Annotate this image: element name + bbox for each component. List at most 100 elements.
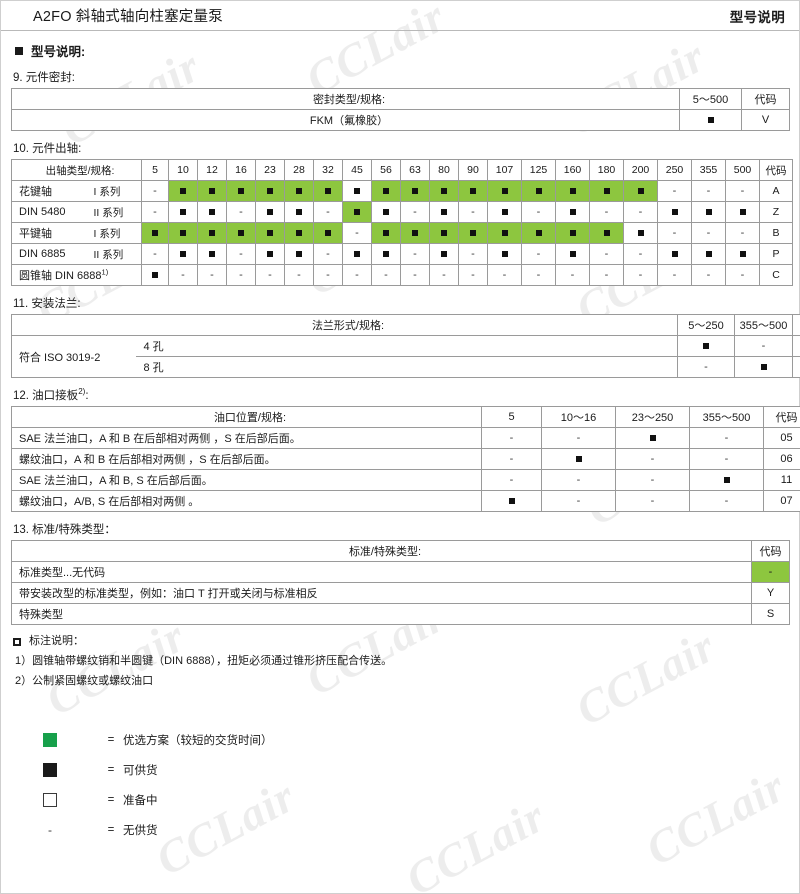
- column-header-port-0: 油口位置/规格:: [11, 406, 482, 428]
- shaft-cell: -: [623, 243, 658, 265]
- legend-equals: =: [107, 793, 115, 806]
- shaft-cell: [521, 222, 556, 244]
- port-cell: -: [541, 427, 616, 449]
- shaft-cell: -: [657, 180, 692, 202]
- legend-equals: =: [107, 763, 115, 776]
- dash-mark: -: [536, 269, 541, 281]
- shaft-cell: [429, 222, 459, 244]
- shaft-cell: [623, 222, 658, 244]
- table-row: 标准类型...无代码 -: [11, 561, 790, 583]
- column-header-code: 代码: [792, 314, 800, 336]
- dash-mark: -: [638, 269, 643, 281]
- filled-square-icon: [180, 230, 186, 237]
- port-code: 05: [763, 427, 800, 449]
- table-row: 特殊类型 S: [11, 603, 790, 625]
- table-row: DIN 6885 II 系列 - - - - - - - - P: [11, 243, 793, 265]
- table-row: 符合 ISO 3019-2 4 孔 - B: [11, 335, 800, 378]
- port-cell: -: [689, 427, 764, 449]
- shaft-cell: -: [623, 201, 658, 223]
- dash-mark: -: [326, 248, 330, 260]
- shaft-row-name: DIN 5480: [11, 201, 90, 223]
- port-cell: [541, 448, 616, 470]
- column-header-size-23: 23: [255, 159, 285, 181]
- shaft-cell: [429, 201, 459, 223]
- filled-square-icon: [501, 188, 508, 195]
- dash-mark: -: [471, 269, 475, 281]
- footnote-ref-2: 2): [78, 387, 86, 397]
- column-header-size-32: 32: [313, 159, 343, 181]
- dash-mark: -: [239, 248, 243, 260]
- standard-table: 标准/特殊类型: 代码 标准类型...无代码 - 带安装改型的标准类型，例如：油口 T …: [11, 540, 790, 625]
- flange-avail-2: [734, 356, 793, 378]
- filled-square-icon: [152, 272, 158, 279]
- dash-mark: -: [239, 206, 243, 218]
- dash-mark: -: [604, 206, 609, 218]
- dash-mark: -: [724, 432, 729, 444]
- filled-square-icon: [739, 209, 746, 216]
- footnote-item: 2）公制紧固螺纹或螺纹油口: [15, 674, 154, 687]
- port-description: SAE 法兰油口，A 和 B 在后部相对两侧 ，S 在后部后面。: [11, 427, 482, 449]
- filled-square-icon: [267, 230, 273, 237]
- legend-item: = 可供货: [39, 755, 789, 785]
- column-header-size-45: 45: [342, 159, 372, 181]
- column-header-size-90: 90: [458, 159, 488, 181]
- legend-label: 可供货: [123, 764, 158, 777]
- dash-mark: -: [706, 185, 711, 197]
- shaft-row-series: I 系列: [89, 222, 142, 244]
- shaft-cell: -: [313, 201, 343, 223]
- filled-square-icon: [569, 230, 576, 237]
- filled-square-icon: [470, 188, 476, 195]
- filled-square-icon: [354, 188, 360, 195]
- legend-label: 优选方案（较短的交货时间）: [123, 734, 273, 747]
- filled-square-icon: [441, 188, 447, 195]
- dash-mark: -: [153, 206, 157, 218]
- flange-code: H: [792, 356, 800, 378]
- shaft-cell: [255, 201, 285, 223]
- shaft-row-code: P: [759, 243, 793, 265]
- shaft-cell: -: [691, 264, 726, 286]
- dash-mark: -: [576, 432, 581, 444]
- column-header-size-160: 160: [555, 159, 590, 181]
- column-header-code: 代码: [741, 88, 790, 110]
- shaft-cell: [168, 180, 198, 202]
- shaft-cell: [197, 180, 227, 202]
- table-row: 带安装改型的标准类型，例如：油口 T 打开或关闭与标准相反 Y: [11, 582, 790, 604]
- legend-item: = 优选方案（较短的交货时间）: [39, 725, 789, 755]
- table-header-row: 法兰形式/规格: 5～250 355～500 代码: [11, 314, 800, 336]
- shaft-cell: [284, 243, 314, 265]
- shaft-cell: [197, 243, 227, 265]
- column-header-port-1: 5: [481, 406, 542, 428]
- flange-variant: 4 孔: [135, 335, 678, 357]
- column-header-size-56: 56: [371, 159, 401, 181]
- shaft-cell: [623, 180, 658, 202]
- dash-mark: -: [509, 474, 514, 486]
- filled-square-icon: [296, 251, 302, 258]
- shaft-cell: [226, 222, 256, 244]
- port-code: 07: [763, 490, 800, 512]
- filled-square-icon: [296, 188, 302, 195]
- shaft-cell: -: [623, 264, 658, 286]
- shaft-cell: -: [342, 264, 372, 286]
- legend-swatch: [39, 792, 99, 807]
- shaft-cell: [487, 243, 522, 265]
- section-heading-seal: 9. 元件密封:: [13, 72, 75, 84]
- shaft-row-series: II 系列: [89, 201, 142, 223]
- column-header-standard-type: 标准/特殊类型:: [11, 540, 752, 562]
- dash-mark: -: [355, 269, 359, 281]
- column-header-size-180: 180: [589, 159, 624, 181]
- shaft-cell: [371, 222, 401, 244]
- filled-square-icon: [637, 188, 644, 195]
- standard-code: S: [751, 603, 790, 625]
- shaft-cell: [487, 180, 522, 202]
- standard-description: 标准类型...无代码: [11, 561, 752, 583]
- shaft-cell: [226, 180, 256, 202]
- shaft-cell: [458, 222, 488, 244]
- dash-mark: -: [413, 269, 417, 281]
- shaft-cell: -: [313, 264, 343, 286]
- seal-table: 密封类型/规格: 5～500 代码 FKM（氟橡胶） V: [11, 88, 790, 131]
- shaft-cell: [168, 201, 198, 223]
- table-header-row: 密封类型/规格: 5～500 代码: [11, 88, 790, 110]
- shaft-cell: -: [284, 264, 314, 286]
- legend-swatch: [39, 732, 99, 747]
